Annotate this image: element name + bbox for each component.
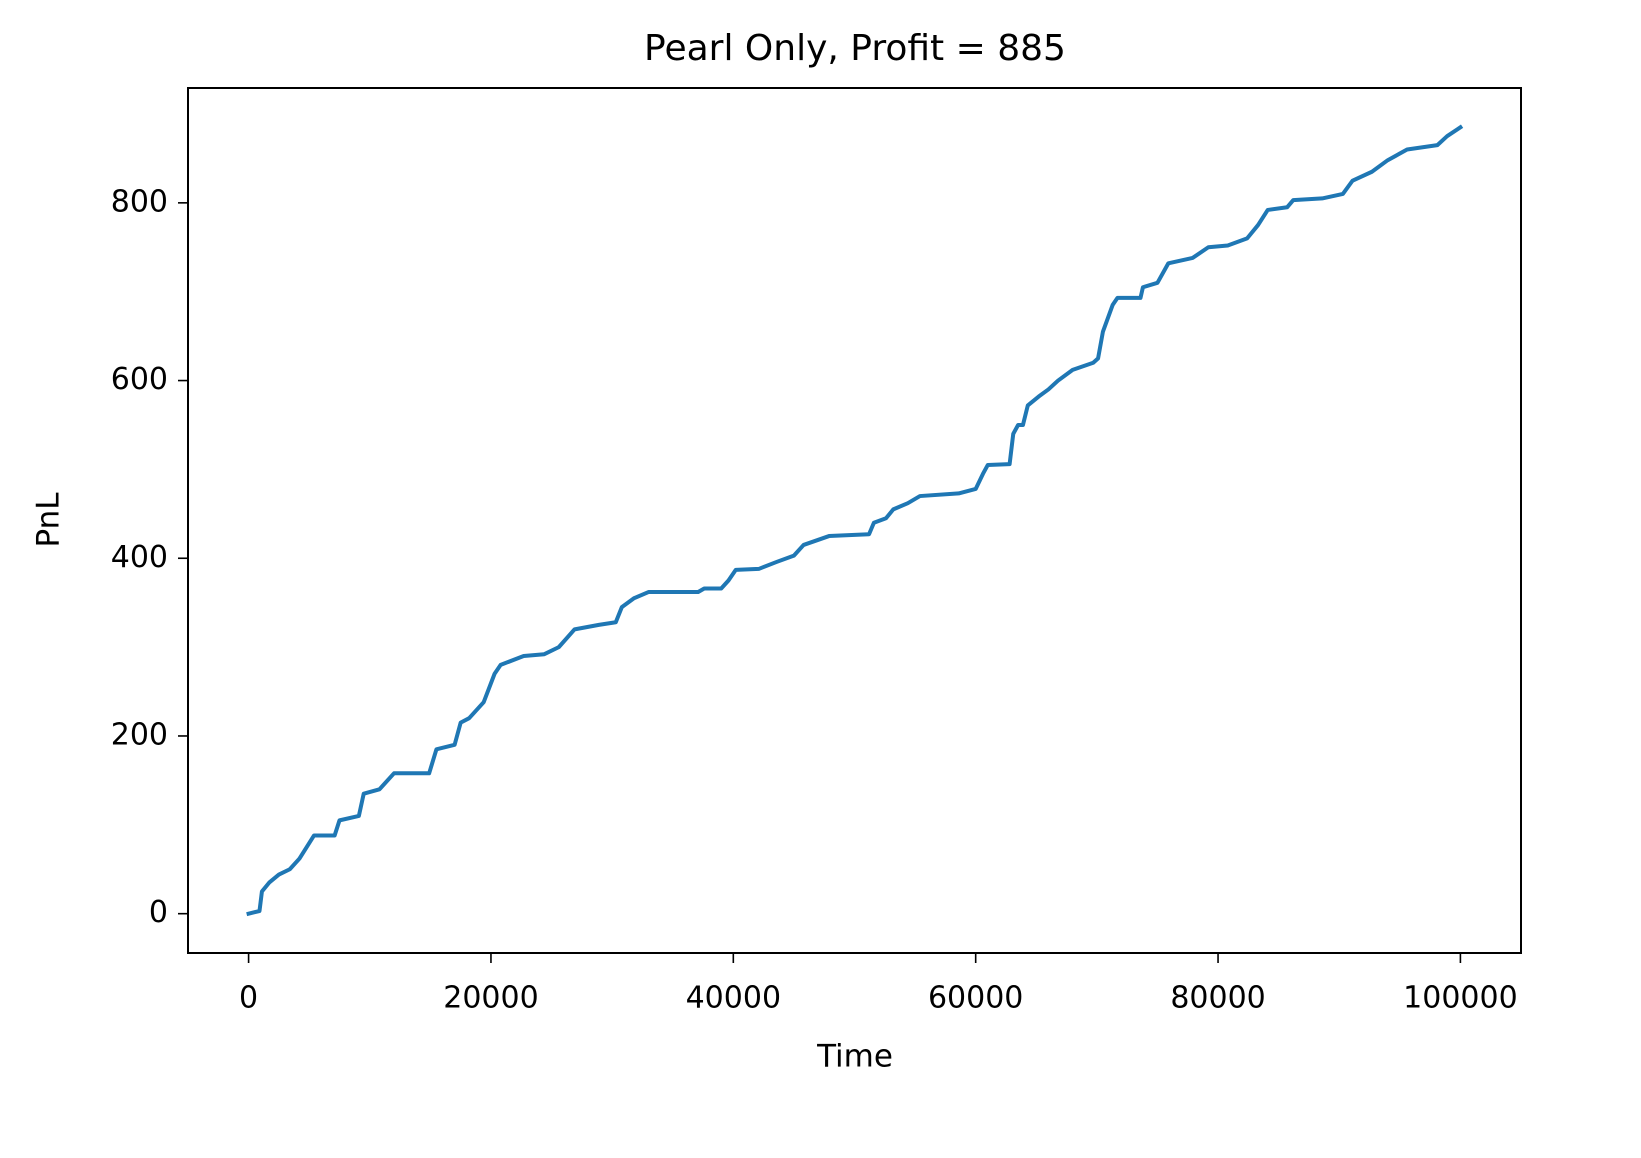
- plot-frame: [187, 87, 1522, 954]
- y-tick-label: 400: [111, 540, 168, 575]
- x-tick-label: 100000: [1403, 981, 1518, 1016]
- x-tick-label: 60000: [928, 981, 1023, 1016]
- data-line: [246, 124, 1464, 917]
- y-tick-label: 0: [149, 895, 168, 930]
- y-tick-label: 800: [111, 184, 168, 219]
- x-axis-label: Time: [816, 1039, 893, 1075]
- x-tick-label: 80000: [1170, 981, 1265, 1016]
- y-tick-label: 600: [111, 362, 168, 397]
- y-axis-label: PnL: [31, 492, 67, 548]
- x-tick-label: 40000: [686, 981, 781, 1016]
- x-tick-label: 20000: [443, 981, 538, 1016]
- x-tick-label: 0: [239, 981, 258, 1016]
- y-tick-label: 200: [111, 717, 168, 752]
- chart-title: Pearl Only, Profit = 885: [644, 28, 1066, 69]
